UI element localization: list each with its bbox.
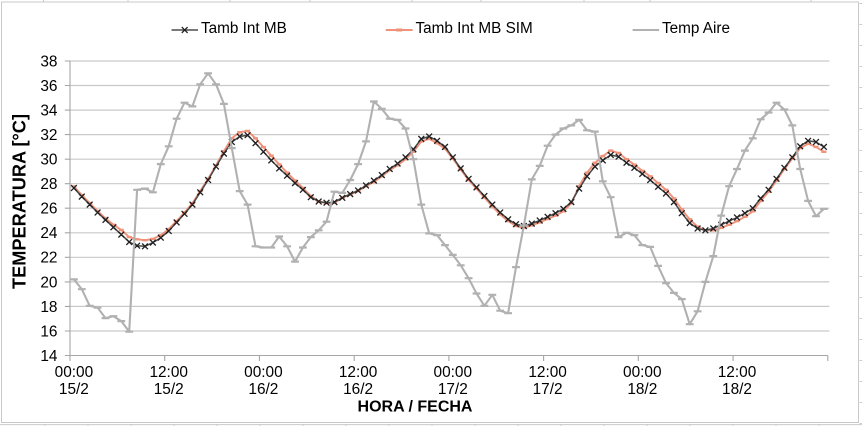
svg-text:12:00: 12:00	[339, 364, 378, 381]
svg-text:12:00: 12:00	[718, 364, 757, 381]
svg-text:20: 20	[40, 274, 57, 291]
svg-text:18/2: 18/2	[722, 381, 752, 398]
svg-text:22: 22	[40, 250, 57, 267]
svg-text:24: 24	[40, 225, 58, 242]
svg-text:Tamb Int MB SIM: Tamb Int MB SIM	[416, 20, 533, 37]
svg-text:18: 18	[40, 299, 57, 316]
svg-text:Tamb Int MB: Tamb Int MB	[201, 20, 287, 37]
svg-text:12:00: 12:00	[528, 364, 567, 381]
svg-text:17/2: 17/2	[438, 381, 468, 398]
svg-text:26: 26	[40, 201, 57, 218]
svg-text:30: 30	[40, 152, 57, 169]
svg-text:38: 38	[40, 53, 57, 70]
svg-text:15/2: 15/2	[154, 381, 184, 398]
svg-text:16: 16	[40, 323, 57, 340]
svg-text:HORA / FECHA: HORA / FECHA	[358, 399, 473, 416]
svg-text:00:00: 00:00	[434, 364, 473, 381]
svg-text:17/2: 17/2	[533, 381, 563, 398]
svg-text:28: 28	[40, 176, 57, 193]
svg-text:16/2: 16/2	[248, 381, 278, 398]
svg-text:32: 32	[40, 127, 57, 144]
svg-text:16/2: 16/2	[343, 381, 373, 398]
svg-text:34: 34	[40, 103, 58, 120]
svg-text:12:00: 12:00	[149, 364, 188, 381]
svg-text:Temp Aire: Temp Aire	[662, 20, 730, 37]
svg-text:00:00: 00:00	[623, 364, 662, 381]
svg-text:36: 36	[40, 78, 57, 95]
svg-text:15/2: 15/2	[59, 381, 89, 398]
svg-text:14: 14	[40, 348, 58, 365]
svg-text:18/2: 18/2	[627, 381, 657, 398]
svg-text:00:00: 00:00	[55, 364, 94, 381]
svg-text:00:00: 00:00	[244, 364, 283, 381]
svg-text:TEMPERATURA [°C]: TEMPERATURA [°C]	[10, 114, 30, 289]
